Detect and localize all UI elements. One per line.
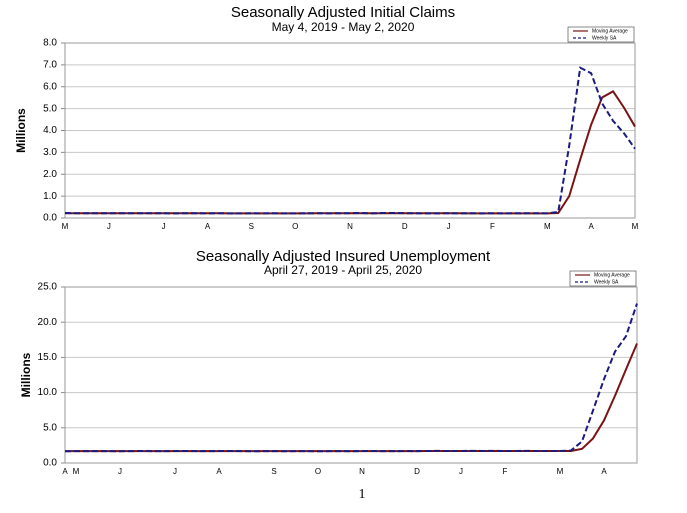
legend-label: Moving Average — [592, 28, 628, 34]
x-tick-label: J — [173, 467, 177, 476]
x-tick-label: N — [347, 222, 353, 231]
x-tick-label: A — [205, 222, 211, 231]
legend-label: Weekly SA — [592, 35, 617, 41]
plot-frame — [64, 42, 636, 219]
x-tick-label: A — [216, 467, 222, 476]
y-tick-label: 15.0 — [38, 352, 58, 363]
y-axis-label: Millions — [19, 352, 33, 397]
y-axis-label: Millions — [14, 108, 28, 153]
x-tick-label: A — [601, 467, 607, 476]
x-tick-label: J — [459, 467, 463, 476]
y-tick-label: 5.0 — [43, 103, 57, 114]
x-tick-label: J — [107, 222, 111, 231]
page-number: 1 — [359, 487, 366, 502]
legend-label: Weekly SA — [594, 279, 619, 285]
x-tick-label: M — [557, 467, 564, 476]
y-tick-label: 20.0 — [38, 317, 58, 328]
x-tick-label: O — [315, 467, 321, 476]
chart-title: Seasonally Adjusted Insured Unemployment — [196, 248, 491, 265]
y-tick-label: 0.0 — [43, 458, 57, 469]
x-tick-label: S — [249, 222, 254, 231]
x-tick-label: D — [402, 222, 408, 231]
y-tick-label: 8.0 — [43, 38, 57, 49]
x-tick-label: S — [271, 467, 276, 476]
y-tick-label: 5.0 — [43, 422, 57, 433]
x-tick-label: M — [73, 467, 80, 476]
x-tick-label: A — [588, 222, 594, 231]
plot-frame — [64, 286, 638, 464]
data-line — [65, 343, 638, 453]
x-tick-label: N — [359, 467, 365, 476]
y-tick-label: 4.0 — [43, 125, 57, 136]
x-tick-label: M — [62, 222, 69, 231]
x-tick-label: D — [414, 467, 420, 476]
x-tick-label: F — [503, 467, 508, 476]
data-line — [64, 303, 638, 453]
y-tick-label: 2.0 — [43, 169, 57, 180]
x-tick-label: M — [544, 222, 551, 231]
y-tick-label: 6.0 — [43, 81, 57, 92]
x-tick-label: J — [162, 222, 166, 231]
y-tick-label: 3.0 — [43, 147, 57, 158]
chart-subtitle: May 4, 2019 - May 2, 2020 — [272, 20, 415, 34]
y-tick-label: 25.0 — [38, 282, 58, 293]
x-tick-label: F — [490, 222, 495, 231]
x-tick-label: J — [447, 222, 451, 231]
chart-subtitle: April 27, 2019 - April 25, 2020 — [264, 263, 422, 277]
y-tick-label: 10.0 — [38, 387, 58, 398]
x-tick-label: O — [292, 222, 298, 231]
x-tick-label: M — [632, 222, 639, 231]
x-tick-label: A — [62, 467, 68, 476]
x-tick-label: J — [118, 467, 122, 476]
y-tick-label: 0.0 — [43, 213, 57, 224]
data-line — [64, 66, 636, 215]
y-tick-label: 7.0 — [43, 60, 57, 71]
y-tick-label: 1.0 — [43, 191, 57, 202]
chart-title: Seasonally Adjusted Initial Claims — [231, 4, 455, 21]
legend-label: Moving Average — [594, 272, 630, 278]
